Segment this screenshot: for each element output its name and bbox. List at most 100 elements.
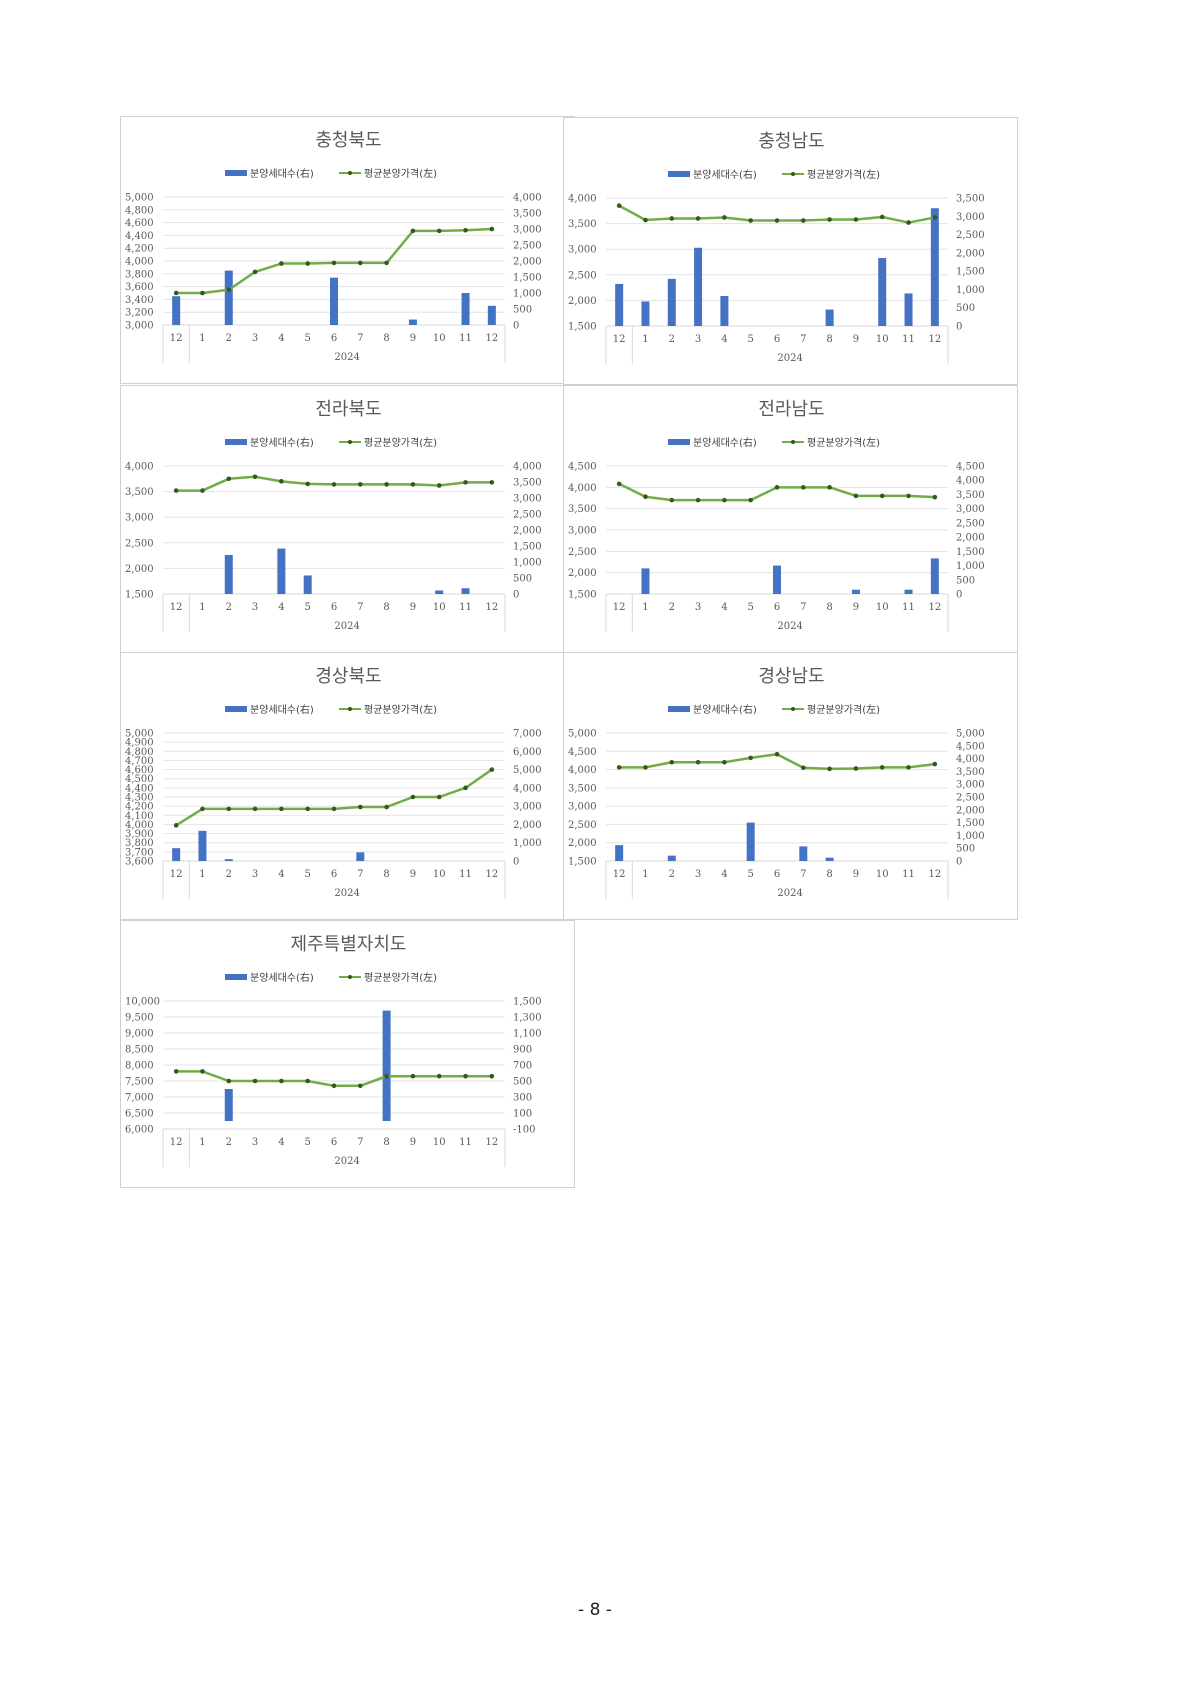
category-tick-label: 1 (642, 334, 648, 345)
right-tick-label: 4,500 (956, 741, 985, 752)
left-tick-label: 4,000 (125, 820, 154, 831)
category-tick-label: 4 (721, 334, 727, 345)
line-point (173, 488, 179, 493)
right-tick-label: 3,500 (956, 490, 985, 501)
category-tick-label: 7 (357, 869, 363, 880)
line-point (906, 493, 911, 499)
right-tick-label: 3,000 (956, 504, 985, 515)
category-tick-label: 12 (928, 334, 941, 345)
left-tick-label: 1,500 (125, 590, 154, 601)
chart-panel-jeonnam: 전라남도 분양세대수(右) 평균분양가격(左) 1,500 2,000 2,500 3,00… (563, 385, 1018, 653)
right-tick-label: 0 (956, 322, 962, 333)
left-tick-label: 3,800 (125, 838, 154, 849)
category-tick-label: 2 (226, 602, 232, 613)
right-tick-label: 2,500 (956, 230, 985, 241)
category-tick-label: 6 (331, 869, 337, 880)
legend-bar-swatch (668, 439, 690, 445)
left-tick-label: 3,000 (568, 526, 597, 537)
line-point (173, 823, 179, 828)
category-tick-label: 10 (876, 602, 889, 613)
right-tick-label: 100 (513, 1109, 532, 1120)
right-tick-label: 1,000 (513, 558, 542, 569)
chart-title: 전라남도 (758, 399, 824, 420)
line-point (173, 1069, 179, 1074)
category-tick-label: 4 (278, 333, 284, 344)
category-tick-label: 2 (226, 333, 232, 344)
line-point (279, 1078, 284, 1084)
line-point (463, 480, 468, 485)
line-point (331, 806, 337, 812)
line-point (489, 1073, 495, 1079)
line-point (695, 759, 701, 765)
category-tick-label: 3 (252, 869, 258, 880)
line-point (226, 287, 232, 293)
bar (904, 589, 913, 594)
category-tick-label: 6 (331, 602, 337, 613)
line-point (801, 218, 806, 223)
line-point (410, 1073, 416, 1079)
category-tick-label: 1 (642, 869, 648, 880)
line-point (669, 216, 675, 221)
left-tick-label: 3,500 (568, 219, 597, 230)
category-tick-label: 7 (357, 602, 363, 613)
line-point (358, 804, 363, 810)
right-tick-label: 900 (513, 1045, 532, 1056)
line-point (305, 1078, 310, 1084)
bar (773, 565, 781, 594)
right-tick-label: 300 (513, 1093, 532, 1104)
right-tick-label: 4,000 (513, 193, 542, 204)
right-tick-label: 2,500 (513, 241, 542, 252)
line-point (384, 804, 389, 810)
left-tick-label: 2,000 (568, 838, 597, 849)
category-tick-label: 6 (774, 869, 780, 880)
left-tick-label: 1,500 (568, 590, 597, 601)
line-point (774, 218, 780, 223)
left-tick-label: 4,400 (125, 231, 154, 242)
line-point (616, 765, 622, 770)
line-point (410, 482, 416, 487)
category-tick-label: 2 (226, 869, 232, 880)
right-tick-label: 4,000 (513, 783, 542, 794)
category-tick-label: 3 (252, 333, 258, 344)
category-tick-label: 7 (357, 333, 363, 344)
line-point (331, 482, 337, 487)
right-tick-label: 3,000 (513, 802, 542, 813)
category-tick-label: 11 (459, 333, 472, 344)
legend-line-label: 평균분양가격(左) (807, 168, 880, 181)
line-point (489, 767, 495, 772)
line-point (305, 806, 310, 812)
category-tick-label: 11 (902, 334, 915, 345)
bar (799, 846, 808, 861)
right-tick-label: 2,000 (513, 820, 542, 831)
left-tick-label: 7,500 (125, 1077, 154, 1088)
line-point (774, 751, 780, 757)
line-point (748, 755, 753, 761)
line-point (252, 269, 258, 275)
left-tick-label: 3,900 (125, 829, 154, 840)
bar (224, 859, 233, 861)
line-point (305, 481, 310, 487)
right-tick-label: 1,500 (513, 273, 542, 284)
category-tick-label: 1 (199, 602, 205, 613)
left-tick-label: 10,000 (125, 997, 160, 1008)
left-tick-label: 4,600 (125, 765, 154, 776)
bar (641, 568, 650, 594)
year-label: 2024 (334, 352, 359, 363)
right-tick-label: 1,000 (513, 838, 542, 849)
chart-legend: 분양세대수(右) 평균분양가격(左) (668, 703, 880, 716)
category-tick-label: 3 (252, 1137, 258, 1148)
right-tick-label: 0 (956, 857, 962, 868)
category-tick-label: 10 (876, 334, 889, 345)
category-tick-label: 7 (800, 869, 806, 880)
bar (930, 558, 939, 594)
bar (408, 319, 417, 325)
line-point (906, 220, 911, 225)
left-tick-label: 3,000 (568, 245, 597, 256)
